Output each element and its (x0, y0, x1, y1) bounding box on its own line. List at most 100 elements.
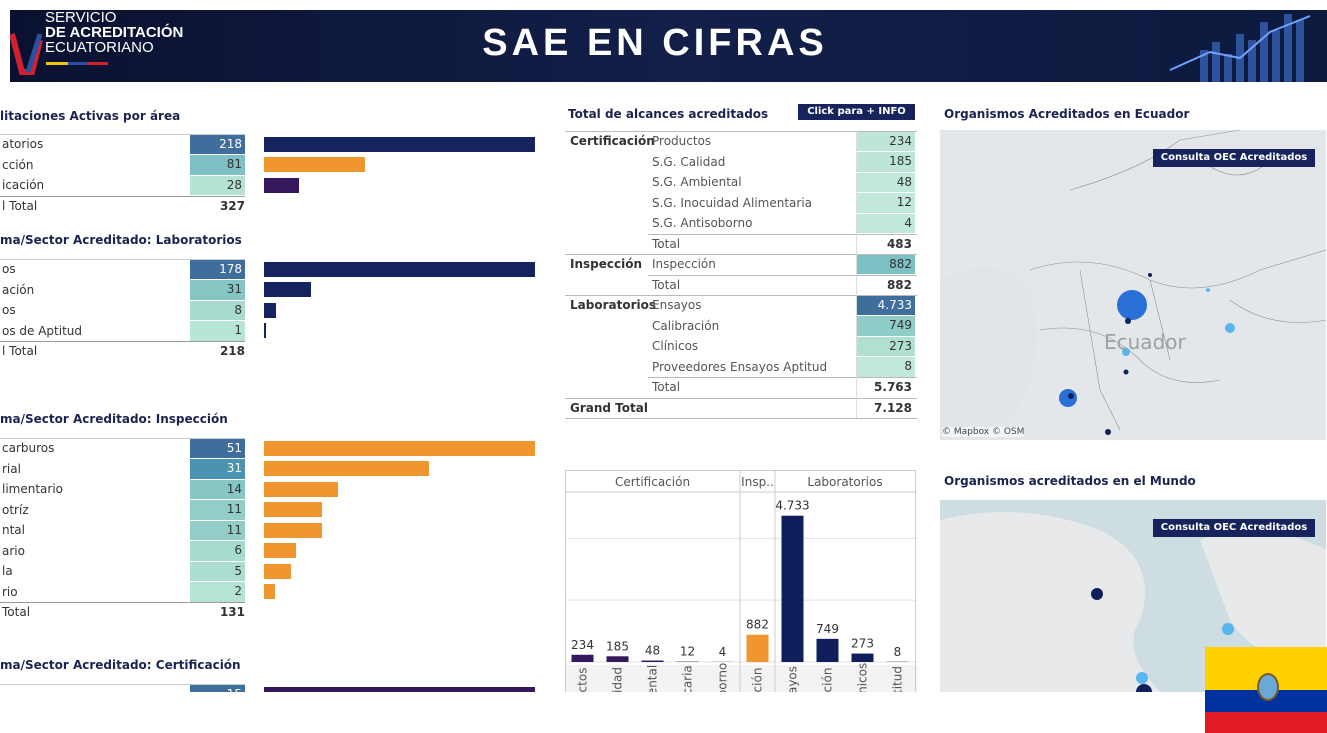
row-label: la (2, 564, 13, 578)
data-label: 4 (719, 645, 727, 659)
table-rule (565, 418, 917, 419)
map-label: Ecuador (1104, 330, 1186, 354)
data-label: 185 (606, 639, 629, 653)
logo-text: SERVICIO DE ACREDITACIÓN ECUATORIANO (45, 10, 183, 55)
map-button[interactable]: Consulta OEC Acreditados (1153, 149, 1315, 167)
map-dots (1091, 588, 1234, 692)
map-title: Organismos acreditados en el Mundo (944, 474, 1196, 488)
bar (264, 543, 296, 558)
row-label: os (2, 303, 16, 317)
x-tick-label: ción (751, 668, 765, 692)
panel-title: ma/Sector Acreditado: Inspección (0, 412, 228, 426)
total-label: Total (2, 605, 31, 619)
row-label: Inspección (652, 257, 716, 271)
bar (781, 515, 804, 662)
x-tick-label: ción (821, 668, 835, 692)
bar (264, 323, 266, 338)
row-label: S.G. Antisoborno (652, 216, 753, 230)
scope-chart: Certificación234ctos185idad48ental12cari… (565, 470, 917, 692)
total-label: l Total (2, 344, 38, 358)
total-label: Total (652, 236, 681, 251)
value-cell: 8 (190, 300, 245, 320)
row-label: S.G. Calidad (652, 154, 726, 169)
dashboard-area: SERVICIO DE ACREDITACIÓN ECUATORIANO SAE… (0, 10, 1327, 692)
table-rule (0, 259, 245, 260)
header-title: SAE EN CIFRAS (482, 22, 828, 64)
value-cell: 234 (857, 131, 915, 151)
bar (264, 461, 429, 476)
data-label: 48 (645, 644, 660, 658)
group-label: Laboratorios (807, 475, 882, 489)
table-rule (0, 602, 245, 603)
logo-mark (10, 33, 43, 75)
bar (264, 261, 535, 277)
row-label: Clínicos (652, 339, 699, 353)
table-rule (565, 131, 917, 132)
map-land (1200, 532, 1326, 656)
group-label: Insp.. (741, 475, 774, 489)
table-title: Total de alcances acreditados (568, 107, 769, 121)
value-cell: 749 (857, 316, 915, 336)
group-name: Laboratorios (570, 298, 656, 312)
bar (606, 656, 629, 662)
row-label: rio (2, 584, 18, 599)
grand-total-label: Grand Total (570, 400, 648, 415)
column-rule (856, 131, 857, 418)
row-label: ntal (2, 523, 25, 537)
flag-red (1205, 712, 1327, 733)
header: SERVICIO DE ACREDITACIÓN ECUATORIANO SAE… (10, 10, 1327, 82)
map-sea (940, 267, 1037, 440)
table-rule (0, 134, 245, 135)
table-rule (565, 397, 917, 399)
table-rule (0, 341, 245, 342)
total-label: Total (652, 380, 681, 394)
value-cell: 8 (857, 357, 915, 377)
bar (264, 686, 535, 692)
data-label: 234 (571, 638, 594, 652)
value-cell: 185 (857, 152, 915, 172)
map-button[interactable]: Consulta OEC Acreditados (1153, 519, 1315, 537)
bar (264, 136, 535, 152)
total-value: 131 (219, 605, 245, 619)
data-label: 12 (680, 645, 695, 659)
total-value: 218 (219, 344, 245, 358)
bar (264, 481, 339, 497)
value-cell: 14 (190, 479, 245, 499)
logo-stripe (68, 62, 88, 65)
table-rule (0, 438, 245, 439)
value-cell: 4 (857, 213, 915, 233)
map-land (940, 512, 1160, 692)
header-art (10, 14, 1311, 82)
value-cell: 273 (857, 336, 915, 356)
value-cell: 81 (190, 155, 245, 175)
bar (264, 563, 291, 579)
table-rule (648, 274, 917, 276)
bar (851, 653, 874, 662)
total-value: 483 (886, 236, 912, 251)
value-cell: 1 (190, 321, 245, 341)
row-label: Proveedores Ensayos Aptitud (652, 359, 828, 374)
logo-line: DE ACREDITACIÓN (45, 24, 184, 41)
row-label: S.G. Ambiental (652, 175, 742, 189)
value-cell: 11 (190, 500, 245, 520)
value-cell: 11 (190, 520, 245, 540)
panel-title: litaciones Activas por área (0, 109, 181, 123)
x-tick-label: ctos (576, 668, 590, 692)
row-label: carburos (2, 441, 55, 455)
info-button[interactable]: Click para + INFO (798, 104, 915, 120)
table-rule (648, 233, 917, 235)
row-label: cción (2, 157, 34, 172)
data-label: 273 (851, 637, 874, 651)
value-cell: 51 (190, 438, 245, 458)
group-label: Certificación (615, 475, 690, 489)
table-rule (0, 684, 245, 685)
value-cell: 2 (190, 582, 245, 602)
row-label: limentario (2, 482, 64, 496)
x-tick-label: ental (646, 665, 660, 692)
value-cell: 5 (190, 561, 245, 581)
bar (571, 654, 594, 662)
header-trend (1169, 15, 1311, 71)
row-label: S.G. Inocuidad Alimentaria (652, 195, 813, 210)
total-value: 5.763 (874, 380, 912, 394)
